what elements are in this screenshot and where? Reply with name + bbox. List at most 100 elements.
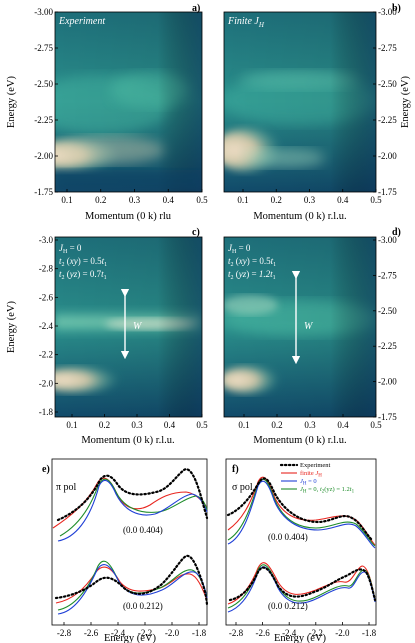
panel-c-yticks: -3.0 -2.8 -2.6 -2.4 -2.2 -2.0 -1.8: [39, 235, 58, 417]
panel-c-xticks: 0.1 0.2 0.3 0.4 0.5: [66, 414, 208, 430]
svg-text:finite JH: finite JH: [300, 470, 322, 479]
x-tick-label: 0.4: [164, 420, 176, 430]
svg-text:Experiment: Experiment: [300, 462, 331, 469]
x-tick-label: 0.2: [271, 420, 282, 430]
y-tick-label: -2.8: [39, 264, 54, 274]
panel-b-annotation: Finite JH: [227, 16, 265, 29]
y-tick-label: -1.75: [378, 412, 397, 422]
panel-f-bottom-experiment: [228, 566, 377, 602]
y-tick-label: -2.00: [378, 377, 397, 387]
x-tick-label: -2.6: [84, 628, 99, 638]
x-tick-label: 0.5: [196, 195, 208, 205]
x-tick-label: 0.3: [129, 195, 141, 205]
panel-e-top-jh0: [57, 479, 208, 542]
panel-d-xticks: 0.1 0.2 0.3 0.4 0.5: [238, 414, 382, 430]
y-tick-label: -2.75: [378, 43, 397, 53]
panel-a-yticks: -3.00 -2.75 -2.50 -2.25 -2.00 -1.75: [34, 7, 58, 197]
panel-a-xticks: 0.1 0.2 0.3 0.4 0.5: [61, 189, 208, 205]
panel-a-ylabel: Energy (eV): [6, 76, 17, 128]
panel-c-annot-2: t2 (xy) = 0.5t1: [59, 256, 107, 268]
panel-e-bottom-experiment: [54, 554, 209, 608]
panel-f-label-bottom: (0.0 0.212): [268, 601, 308, 611]
x-tick-label: -2.4: [111, 628, 126, 638]
panel-d-xlabel: Momentum (0 k) r.l.u.: [253, 435, 346, 446]
y-tick-label: -3.00: [378, 235, 397, 245]
y-tick-label: -2.00: [378, 151, 397, 161]
y-tick-label: -1.75: [378, 187, 397, 197]
legend-item-experiment: Experiment: [279, 462, 331, 469]
y-tick-label: -2.25: [378, 115, 397, 125]
panel-d-letter: d): [392, 227, 401, 238]
x-tick-label: 0.1: [61, 195, 72, 205]
panel-f-legend: Experiment finite JH JH = 0 JH = 0, t2(y…: [279, 462, 355, 495]
x-tick-label: 0.3: [304, 195, 316, 205]
x-tick-label: 0.1: [238, 420, 249, 430]
panel-e-top-experiment: [56, 468, 209, 522]
panel-f-xlabel: Energy (eV): [274, 633, 326, 643]
x-tick-label: -2.6: [255, 628, 270, 638]
y-tick-label: -1.8: [39, 407, 54, 417]
panel-c-annot-3: t2 (yz) = 0.7t1: [59, 269, 107, 281]
panel-e: e) π pol (0.0 0.404) (0.0 0.212) -2.8 -2.…: [42, 458, 209, 643]
panel-b-xlabel: Momentum (0 k) r.l.u.: [253, 211, 346, 222]
panel-a-heatmap: [55, 12, 202, 192]
panel-f-top-green: [227, 478, 376, 547]
panel-a-xlabel: Momentum (0 k) rlu: [85, 211, 172, 222]
panel-a-letter: a): [192, 3, 200, 14]
y-tick-label: -2.75: [34, 43, 53, 53]
panel-e-label-bottom: (0.0 0.212): [123, 601, 163, 611]
panel-e-pol: π pol: [56, 482, 77, 493]
x-tick-label: -2.0: [165, 628, 180, 638]
svg-text:JH = 0, t2(yz) = 1.2t1: JH = 0, t2(yz) = 1.2t1: [300, 486, 355, 495]
panel-d-annot-1: JH = 0: [228, 243, 251, 255]
y-tick-label: -2.50: [34, 79, 53, 89]
panel-b-heatmap: [224, 12, 376, 192]
x-tick-label: 0.2: [99, 420, 110, 430]
panel-b-letter: b): [392, 3, 401, 14]
y-tick-label: -2.50: [378, 306, 397, 316]
panel-c-letter: c): [192, 227, 200, 238]
panel-c-ylabel: Energy (eV): [6, 301, 17, 353]
panel-c-annot-1: JH = 0: [59, 243, 82, 255]
y-tick-label: -3.0: [39, 235, 54, 245]
panel-d-annot-3: t2 (yz) = 1.2t1: [228, 269, 276, 281]
legend-item-jh0-t2yz: JH = 0, t2(yz) = 1.2t1: [281, 486, 355, 495]
panel-f-letter: f): [232, 464, 239, 475]
x-tick-label: 0.5: [196, 420, 208, 430]
panel-d-yticks: -3.00 -2.75 -2.50 -2.25 -2.00 -1.75: [373, 235, 397, 422]
panel-f-pol: σ pol: [232, 482, 253, 493]
x-tick-label: -1.8: [192, 628, 207, 638]
panel-d-w-label: W: [304, 321, 314, 332]
y-tick-label: -3.00: [378, 7, 397, 17]
x-tick-label: -1.8: [362, 628, 377, 638]
y-tick-label: -2.2: [39, 350, 53, 360]
x-tick-label: 0.2: [95, 195, 106, 205]
panel-f-xticks: -2.8 -2.6 -2.4 -2.2 -2.0 -1.8: [229, 622, 377, 638]
x-tick-label: 0.1: [66, 420, 77, 430]
y-tick-label: -3.00: [34, 7, 53, 17]
x-tick-label: 0.4: [163, 195, 175, 205]
y-tick-label: -2.6: [39, 292, 54, 302]
panel-e-xticks: -2.8 -2.6 -2.4 -2.2 -2.0 -1.8: [57, 622, 207, 638]
panel-b-yticks: -3.00 -2.75 -2.50 -2.25 -2.00 -1.75: [373, 7, 397, 197]
panel-a: a) Experiment -3.00-2.75-2.50-2.25-2.00-…: [6, 3, 208, 222]
panel-b-ylabel: Energy (eV): [400, 76, 411, 128]
panel-f-top-jh0: [227, 480, 376, 549]
panel-e-xlabel: Energy (eV): [104, 633, 156, 643]
y-tick-label: -2.0: [39, 378, 54, 388]
x-tick-label: 0.1: [237, 195, 248, 205]
x-tick-label: -2.4: [282, 628, 297, 638]
y-tick-label: -2.75: [378, 270, 397, 280]
panel-e-letter: e): [42, 464, 50, 475]
y-tick-label: -2.4: [39, 321, 54, 331]
panel-b-xticks: 0.1 0.2 0.3 0.4 0.5: [237, 189, 382, 205]
y-tick-label: -2.25: [34, 115, 53, 125]
panel-c-xlabel: Momentum (0 k) r.l.u.: [81, 435, 174, 446]
panel-d: W JH = 0 t2 (xy) = 0.5t1 t2 (yz) = 1.2t1…: [223, 227, 401, 446]
panel-e-label-top: (0.0 0.404): [123, 525, 163, 535]
legend-item-finite-jh: finite JH: [281, 470, 322, 479]
panel-f-top-experiment: [226, 477, 374, 542]
legend-item-jh0: JH = 0: [281, 478, 317, 487]
x-tick-label: -2.8: [57, 628, 72, 638]
